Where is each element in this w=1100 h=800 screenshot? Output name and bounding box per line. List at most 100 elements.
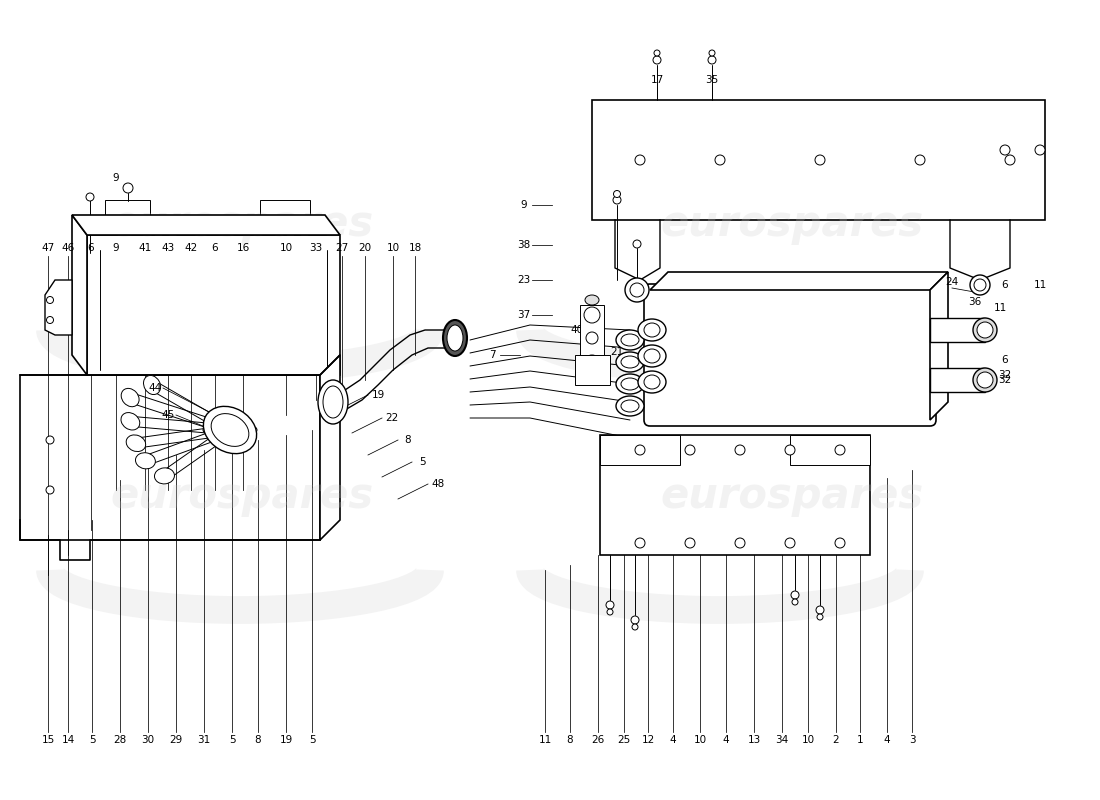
Text: 6: 6: [88, 243, 95, 253]
Ellipse shape: [654, 50, 660, 56]
Ellipse shape: [606, 601, 614, 609]
Ellipse shape: [635, 445, 645, 455]
Ellipse shape: [607, 609, 613, 615]
Bar: [600, 435, 870, 555]
Ellipse shape: [613, 196, 621, 204]
Ellipse shape: [123, 183, 133, 193]
Ellipse shape: [578, 362, 583, 368]
Text: 25: 25: [617, 735, 630, 745]
Text: 29: 29: [169, 735, 183, 745]
Ellipse shape: [602, 362, 608, 368]
Text: 5: 5: [229, 735, 235, 745]
Text: 23: 23: [517, 275, 530, 285]
Ellipse shape: [625, 278, 649, 302]
Ellipse shape: [616, 330, 644, 350]
Ellipse shape: [46, 297, 54, 303]
Ellipse shape: [585, 295, 600, 305]
Text: 32: 32: [999, 375, 1012, 385]
Polygon shape: [45, 280, 72, 335]
Ellipse shape: [974, 318, 997, 342]
Polygon shape: [72, 215, 87, 375]
Text: 4: 4: [670, 735, 676, 745]
Text: 22: 22: [385, 413, 398, 423]
Text: 6: 6: [1002, 280, 1009, 290]
Ellipse shape: [785, 538, 795, 548]
Text: 35: 35: [705, 75, 718, 85]
Ellipse shape: [974, 279, 986, 291]
Ellipse shape: [621, 378, 639, 390]
Ellipse shape: [585, 355, 600, 365]
Text: 17: 17: [650, 75, 663, 85]
Ellipse shape: [46, 486, 54, 494]
Ellipse shape: [621, 356, 639, 368]
Ellipse shape: [46, 317, 54, 323]
Text: 30: 30: [142, 735, 155, 745]
Ellipse shape: [204, 406, 256, 454]
Text: 47: 47: [42, 243, 55, 253]
Ellipse shape: [815, 155, 825, 165]
Text: 5: 5: [309, 735, 316, 745]
Ellipse shape: [135, 453, 155, 469]
Ellipse shape: [735, 538, 745, 548]
Text: 43: 43: [162, 243, 175, 253]
Ellipse shape: [977, 322, 993, 338]
Ellipse shape: [616, 352, 644, 372]
Ellipse shape: [644, 349, 660, 363]
Ellipse shape: [835, 538, 845, 548]
Text: 41: 41: [139, 243, 152, 253]
Ellipse shape: [602, 375, 608, 381]
Ellipse shape: [227, 409, 233, 415]
Text: 32: 32: [999, 370, 1012, 380]
Ellipse shape: [685, 445, 695, 455]
Polygon shape: [592, 100, 1045, 220]
Text: 10: 10: [386, 243, 399, 253]
Text: 31: 31: [197, 735, 210, 745]
Ellipse shape: [1035, 145, 1045, 155]
Text: 4: 4: [723, 735, 729, 745]
Text: 3: 3: [909, 735, 915, 745]
Text: 5: 5: [419, 457, 426, 467]
Bar: [104, 200, 150, 218]
FancyBboxPatch shape: [644, 284, 936, 426]
Text: 15: 15: [42, 735, 55, 745]
Ellipse shape: [632, 624, 638, 630]
Polygon shape: [320, 355, 340, 540]
Ellipse shape: [621, 334, 639, 346]
Text: 6: 6: [211, 243, 218, 253]
Ellipse shape: [970, 275, 990, 295]
Ellipse shape: [584, 307, 600, 323]
Text: 42: 42: [185, 243, 198, 253]
Text: 9: 9: [112, 173, 119, 183]
Polygon shape: [650, 272, 948, 290]
Text: 33: 33: [309, 243, 322, 253]
Ellipse shape: [126, 435, 145, 451]
Text: 13: 13: [747, 735, 760, 745]
Ellipse shape: [785, 445, 795, 455]
Text: eurospares: eurospares: [110, 475, 374, 517]
Text: 45: 45: [162, 410, 175, 420]
Ellipse shape: [974, 368, 997, 392]
Ellipse shape: [635, 538, 645, 548]
Ellipse shape: [653, 56, 661, 64]
Text: 37: 37: [517, 310, 530, 320]
Text: 27: 27: [336, 243, 349, 253]
Ellipse shape: [621, 400, 639, 412]
Bar: [930, 368, 984, 392]
Text: 11: 11: [993, 303, 1007, 313]
Text: 9: 9: [520, 200, 527, 210]
Text: 2: 2: [833, 735, 839, 745]
Text: 1: 1: [632, 335, 639, 345]
Polygon shape: [580, 305, 604, 355]
Ellipse shape: [614, 190, 620, 198]
Text: 4: 4: [883, 735, 890, 745]
Text: 11: 11: [538, 735, 551, 745]
Ellipse shape: [630, 283, 644, 297]
Ellipse shape: [586, 332, 598, 344]
Ellipse shape: [977, 372, 993, 388]
Ellipse shape: [86, 193, 94, 201]
Ellipse shape: [708, 56, 716, 64]
Text: 44: 44: [148, 383, 162, 393]
Ellipse shape: [710, 50, 715, 56]
Ellipse shape: [735, 445, 745, 455]
Text: 39: 39: [592, 337, 605, 347]
